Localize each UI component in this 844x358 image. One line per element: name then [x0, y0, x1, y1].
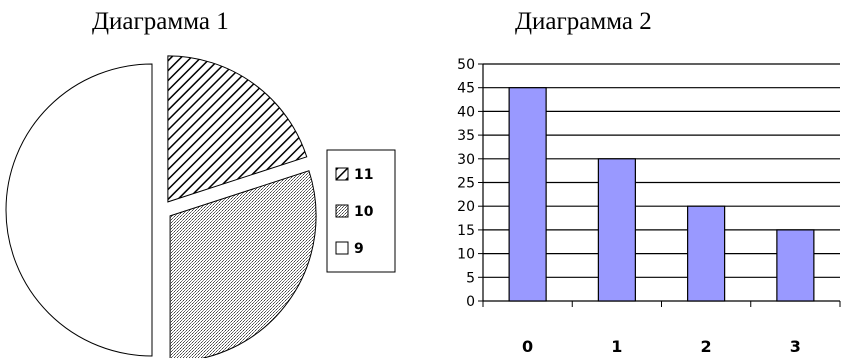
- x-category-label-2: 2: [701, 337, 712, 356]
- x-category-label-3: 3: [790, 337, 801, 356]
- bar-chart-title: Диаграмма 2: [515, 8, 652, 35]
- pie-slice-11: [167, 55, 308, 203]
- pie-slice-10: [169, 170, 317, 358]
- y-tick-label-40: 40: [457, 104, 475, 120]
- legend-swatch-10: [335, 204, 349, 218]
- pie-chart: [5, 55, 317, 358]
- y-tick-label-10: 10: [457, 247, 475, 263]
- bar-2: [687, 205, 726, 302]
- bar-chart: 0 5 10 15 20 25 30 35 40 45 50 0 1 2 3: [457, 57, 841, 356]
- legend-swatch-9: [335, 241, 349, 255]
- bar-0: [508, 87, 547, 302]
- bar-3: [776, 229, 815, 302]
- y-tick-label-15: 15: [457, 223, 475, 239]
- legend-swatch-11: [335, 167, 349, 181]
- legend-label-9: 9: [354, 241, 364, 257]
- x-category-label-0: 0: [522, 337, 533, 356]
- y-tick-label-45: 45: [457, 81, 475, 97]
- y-tick-label-0: 0: [466, 294, 475, 310]
- legend-label-11: 11: [354, 167, 373, 183]
- y-tick-label-30: 30: [457, 152, 475, 168]
- y-tick-label-35: 35: [457, 128, 475, 144]
- bar-1: [597, 158, 636, 302]
- y-tick-label-5: 5: [466, 270, 475, 286]
- pie-chart-title: Диаграмма 1: [92, 8, 229, 35]
- legend-label-10: 10: [354, 204, 374, 220]
- pie-slice-9: [5, 63, 153, 357]
- y-tick-label-50: 50: [457, 57, 475, 73]
- pie-legend: 11 10 9: [326, 149, 396, 273]
- x-category-label-1: 1: [611, 337, 622, 356]
- y-tick-label-20: 20: [457, 199, 475, 215]
- y-tick-label-25: 25: [457, 176, 475, 192]
